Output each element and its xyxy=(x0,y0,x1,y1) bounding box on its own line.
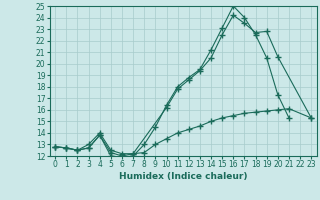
X-axis label: Humidex (Indice chaleur): Humidex (Indice chaleur) xyxy=(119,172,247,181)
